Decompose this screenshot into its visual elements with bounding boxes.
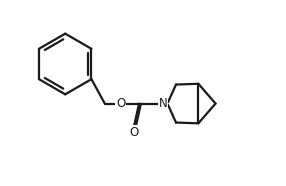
Text: N: N [158, 97, 167, 110]
Text: O: O [116, 97, 125, 110]
Text: O: O [129, 126, 138, 139]
